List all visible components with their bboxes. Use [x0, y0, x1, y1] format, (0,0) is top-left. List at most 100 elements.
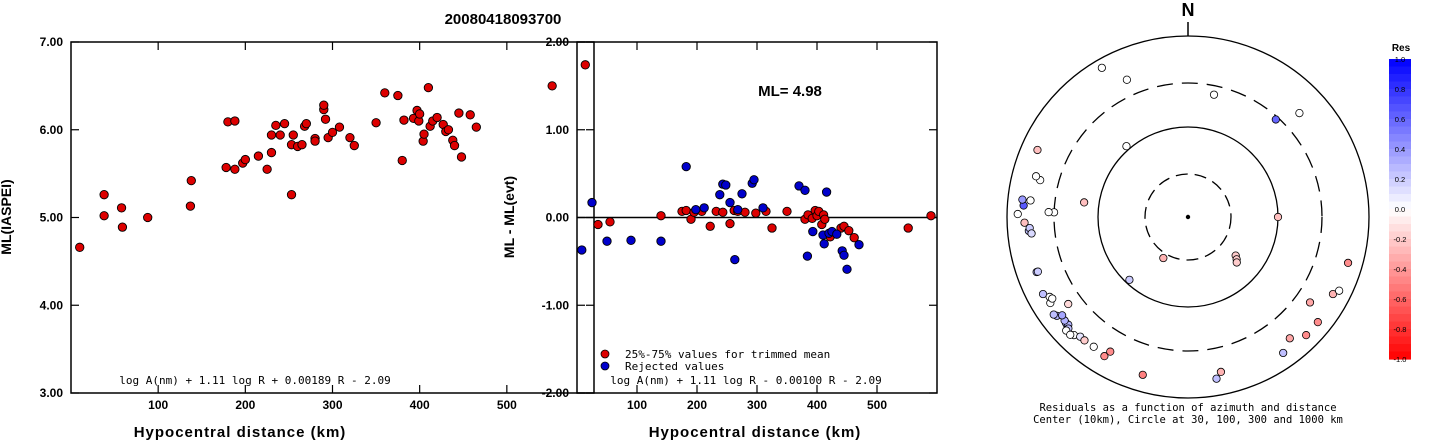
data-point: [730, 254, 740, 265]
data-point: [320, 114, 331, 124]
data-point: [854, 240, 864, 250]
colorbar-tick-label: 0.4: [1395, 145, 1405, 154]
colorbar-cell: [1389, 156, 1411, 165]
data-point: [808, 226, 818, 237]
data-point: [99, 190, 109, 200]
colorbar-cell: [1389, 134, 1411, 143]
data-point: [334, 122, 345, 132]
legend-marker-used: [600, 349, 610, 359]
station-marker: [1026, 196, 1035, 205]
data-point: [699, 203, 709, 213]
data-point: [820, 214, 830, 224]
data-point: [399, 115, 409, 125]
station-marker: [1328, 289, 1338, 299]
residual-colorbar: Res 1.0 0.8 0.6 0.4 0.2 0.0 -0.2 -0.4 -0.6 -0.8 -1…: [1389, 43, 1411, 364]
station-marker: [1279, 348, 1288, 358]
station-marker: [1049, 310, 1058, 319]
residual-vs-distance-plot: ML - ML(evt) Hypocentral distance (km) M…: [501, 35, 938, 441]
data-point: [75, 242, 85, 252]
data-point: [415, 109, 425, 119]
x-tick-label: 300: [747, 398, 767, 412]
station-marker: [1033, 267, 1042, 276]
station-marker: [1089, 342, 1098, 351]
station-marker: [1295, 108, 1304, 118]
x-tick-label: 200: [235, 398, 255, 412]
station-marker: [1122, 142, 1131, 151]
data-point: [443, 125, 454, 135]
data-point: [454, 108, 464, 118]
colorbar-tick-label: -0.6: [1394, 295, 1407, 304]
data-point: [465, 110, 475, 120]
ring-30km: [1144, 173, 1232, 261]
caption-line-1: Residuals as a function of azimuth and d…: [1039, 402, 1336, 414]
x-tick-label: 100: [627, 398, 647, 412]
data-point: [733, 204, 743, 215]
data-point: [275, 130, 285, 140]
data-point: [432, 112, 442, 123]
colorbar-cell: [1389, 194, 1411, 203]
data-point: [767, 223, 777, 233]
data-point: [262, 164, 272, 174]
colorbar-tick-label: 0.8: [1395, 85, 1405, 94]
x-tick-label: 200: [687, 398, 707, 412]
data-point: [800, 185, 810, 195]
colorbar-cell: [1389, 119, 1411, 128]
x-tick-label: 500: [867, 398, 887, 412]
data-point: [380, 88, 390, 98]
y-tick-label: 6.00: [40, 123, 64, 137]
data-point: [117, 222, 128, 232]
formula: log A(nm) + 1.11 log R - 0.00100 R - 2.0…: [610, 374, 882, 387]
data-point: [143, 212, 153, 223]
x-tick-label: 100: [148, 398, 168, 412]
caption-line-2: Center (10km), Circle at 30, 100, 300 an…: [1033, 414, 1343, 426]
station-marker: [1097, 63, 1106, 72]
colorbar-cell: [1389, 299, 1411, 308]
data-point: [782, 206, 792, 217]
colorbar-cell: [1389, 209, 1411, 218]
data-point: [705, 221, 715, 231]
ml-annotation: ML= 4.98: [758, 83, 822, 100]
data-point: [349, 140, 359, 151]
data-point: [547, 81, 557, 91]
station-marker: [1216, 367, 1226, 377]
station-marker: [1048, 294, 1057, 303]
data-point: [725, 218, 735, 229]
colorbar-cell: [1389, 224, 1411, 233]
y-tick-label: 7.00: [40, 35, 64, 49]
data-point: [691, 204, 701, 215]
y-tick-label: -2.00: [542, 386, 570, 400]
station-marker: [1305, 298, 1315, 307]
data-point: [186, 175, 196, 186]
y-tick-label: 3.00: [40, 386, 64, 400]
data-point: [737, 189, 747, 199]
data-point: [230, 164, 240, 174]
data-point: [832, 229, 842, 239]
colorbar-cell: [1389, 104, 1411, 113]
data-point: [423, 82, 434, 93]
station-marker: [1273, 212, 1283, 222]
data-point: [819, 239, 829, 249]
data-point: [221, 162, 231, 173]
data-point: [758, 203, 768, 213]
station-marker: [1013, 209, 1022, 219]
colorbar-title: Res: [1392, 43, 1411, 54]
data-point: [580, 60, 590, 70]
y-axis-label: ML - ML(evt): [501, 176, 517, 258]
station-marker: [1122, 75, 1131, 84]
colorbar-cell: [1389, 254, 1411, 263]
station-markers: [1013, 63, 1353, 383]
data-point: [279, 118, 290, 129]
data-point: [605, 217, 615, 227]
colorbar-cell: [1389, 321, 1411, 330]
colorbar-cell: [1389, 336, 1411, 345]
colorbar-tick-label: -0.8: [1394, 325, 1407, 334]
station-marker: [1159, 253, 1168, 263]
colorbar-cell: [1389, 111, 1411, 120]
colorbar-cell: [1389, 179, 1411, 188]
station-marker: [1064, 299, 1073, 309]
data-point: [715, 190, 725, 200]
colorbar-cell: [1389, 126, 1411, 135]
data-point: [839, 250, 849, 260]
data-point: [681, 205, 691, 216]
